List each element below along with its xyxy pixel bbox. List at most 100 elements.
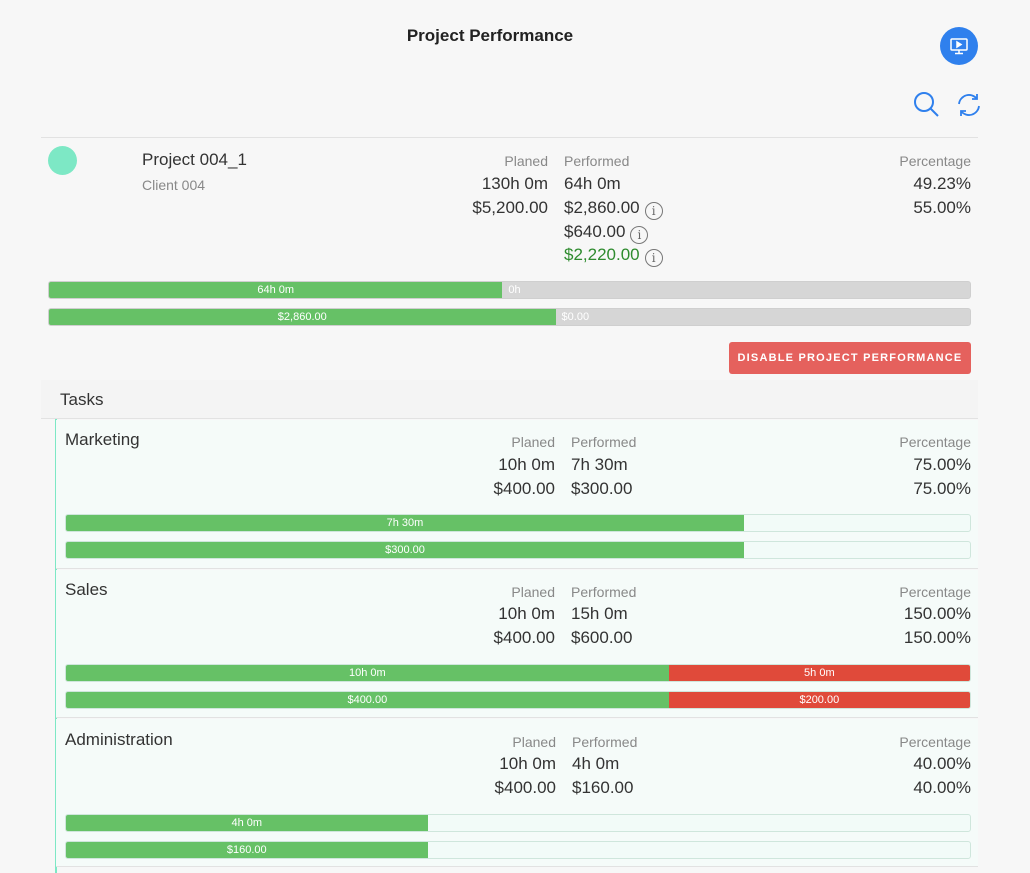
bar-label: 4h 0m: [231, 817, 263, 829]
performed-time: 64h 0m: [564, 174, 621, 193]
percentage-time: 75.00%: [913, 455, 971, 474]
planed-cost: $400.00: [494, 778, 556, 797]
bar-rest-label: $0.00: [433, 844, 462, 856]
task-cost-bar: $160.00 $0.00: [65, 841, 971, 859]
performed-time: 15h 0m: [571, 604, 628, 623]
performed-cost-row: $2,860.00 i: [564, 198, 663, 220]
bar-overrun: 5h 0m: [668, 665, 970, 681]
task-cost-bar: $300.00 $0.00: [65, 541, 971, 559]
tasks-header: Tasks: [41, 380, 978, 419]
bar-label: $400.00: [347, 694, 388, 706]
performed-label: Performed: [571, 434, 637, 450]
planed-label: Planed: [511, 584, 555, 600]
disable-project-performance-button[interactable]: DISABLE PROJECT PERFORMANCE: [729, 342, 971, 374]
planed-label: Planed: [504, 153, 548, 169]
percentage-label: Percentage: [899, 434, 971, 450]
client-name: Client 004: [142, 177, 206, 193]
percentage-label: Percentage: [899, 734, 971, 750]
planed-cost: $400.00: [493, 628, 555, 647]
performed-cost: $300.00: [571, 479, 633, 498]
bar-fill: $400.00: [66, 692, 669, 708]
performed-expense-row: $640.00 i: [564, 222, 649, 244]
task-name: Marketing: [65, 430, 140, 449]
performed-expense: $640.00: [564, 222, 626, 241]
percentage-cost: 55.00%: [913, 198, 971, 217]
planed-time: 130h 0m: [481, 174, 548, 193]
info-icon[interactable]: i: [644, 202, 663, 220]
task-name: Sales: [65, 580, 108, 599]
task-name: Administration: [65, 730, 173, 749]
planed-time: 10h 0m: [498, 604, 555, 623]
bar-remainder: $0.00: [556, 309, 970, 325]
search-icon: [914, 92, 939, 117]
bar-remainder: $0.00: [428, 842, 970, 858]
bar-rest-label: 0h: [433, 817, 446, 829]
bar-label: $2,860.00: [277, 311, 327, 323]
planed-label: Planed: [511, 434, 555, 450]
bar-remainder: 0h: [428, 815, 970, 831]
performed-time: 4h 0m: [572, 754, 620, 773]
percentage-cost: 40.00%: [913, 778, 971, 797]
bar-fill: $300.00: [66, 542, 744, 558]
bar-fill: 64h 0m: [49, 282, 503, 298]
monitor-play-icon: [950, 38, 968, 55]
bar-label: 64h 0m: [257, 284, 295, 296]
task-time-bar: 4h 0m 0h: [65, 814, 971, 832]
refresh-icon: [958, 94, 980, 116]
bar-rest-label: 0h: [750, 517, 763, 529]
percentage-cost: 150.00%: [903, 628, 971, 647]
percentage-label: Percentage: [899, 584, 971, 600]
bar-overrun-label: $200.00: [799, 694, 840, 706]
divider: [41, 137, 978, 138]
page-title: Project Performance: [406, 26, 574, 45]
monitor-button[interactable]: [940, 27, 978, 65]
info-icon[interactable]: i: [630, 226, 649, 244]
planed-cost: $5,200.00: [472, 198, 548, 217]
percentage-time: 150.00%: [903, 604, 971, 623]
percentage-cost: 75.00%: [913, 479, 971, 498]
performed-cost: $600.00: [571, 628, 633, 647]
planed-time: 10h 0m: [498, 455, 555, 474]
bar-fill: 10h 0m: [66, 665, 669, 681]
project-time-bar: 64h 0m 0h: [48, 281, 971, 299]
bar-remainder: 0h: [744, 515, 970, 531]
bar-label: 7h 30m: [386, 517, 424, 529]
bar-overrun: $200.00: [668, 692, 970, 708]
planed-label: Planed: [512, 734, 556, 750]
project-name: Project 004_1: [142, 150, 247, 169]
search-button[interactable]: [910, 89, 942, 121]
planed-cost: $400.00: [493, 479, 555, 498]
tasks-title: Tasks: [60, 390, 104, 409]
performed-cost: $160.00: [572, 778, 634, 797]
percentage-time: 49.23%: [913, 174, 971, 193]
performed-time: 7h 30m: [571, 455, 628, 474]
project-color-dot: [48, 146, 77, 175]
bar-rest-label: $0.00: [561, 311, 590, 323]
performed-label: Performed: [571, 584, 637, 600]
bar-rest-label: 0h: [508, 284, 521, 296]
task-cost-bar: $400.00 $200.00: [65, 691, 971, 709]
performed-label: Performed: [564, 153, 630, 169]
bar-fill: $2,860.00: [49, 309, 556, 325]
bar-rest-label: $0.00: [750, 544, 778, 556]
bar-fill: $160.00: [66, 842, 428, 858]
performed-cost: $2,860.00: [564, 198, 640, 217]
task-time-bar: 7h 30m 0h: [65, 514, 971, 532]
task-time-bar: 10h 0m 5h 0m: [65, 664, 971, 682]
bar-remainder: $0.00: [744, 542, 970, 558]
bar-overrun-label: 5h 0m: [804, 667, 835, 679]
percentage-time: 40.00%: [913, 754, 971, 773]
performed-profit-row: $2,220.00 i: [564, 245, 663, 267]
bar-label: $300.00: [385, 544, 425, 556]
bar-label: 10h 0m: [348, 667, 386, 679]
planed-time: 10h 0m: [499, 754, 556, 773]
project-cost-bar: $2,860.00 $0.00: [48, 308, 971, 326]
bar-fill: 7h 30m: [66, 515, 744, 531]
performed-label: Performed: [572, 734, 638, 750]
performed-profit: $2,220.00: [564, 245, 640, 264]
refresh-button[interactable]: [953, 89, 985, 121]
bar-remainder: 0h: [502, 282, 970, 298]
info-icon[interactable]: i: [644, 249, 663, 267]
bar-fill: 4h 0m: [66, 815, 428, 831]
percentage-label: Percentage: [899, 153, 971, 169]
